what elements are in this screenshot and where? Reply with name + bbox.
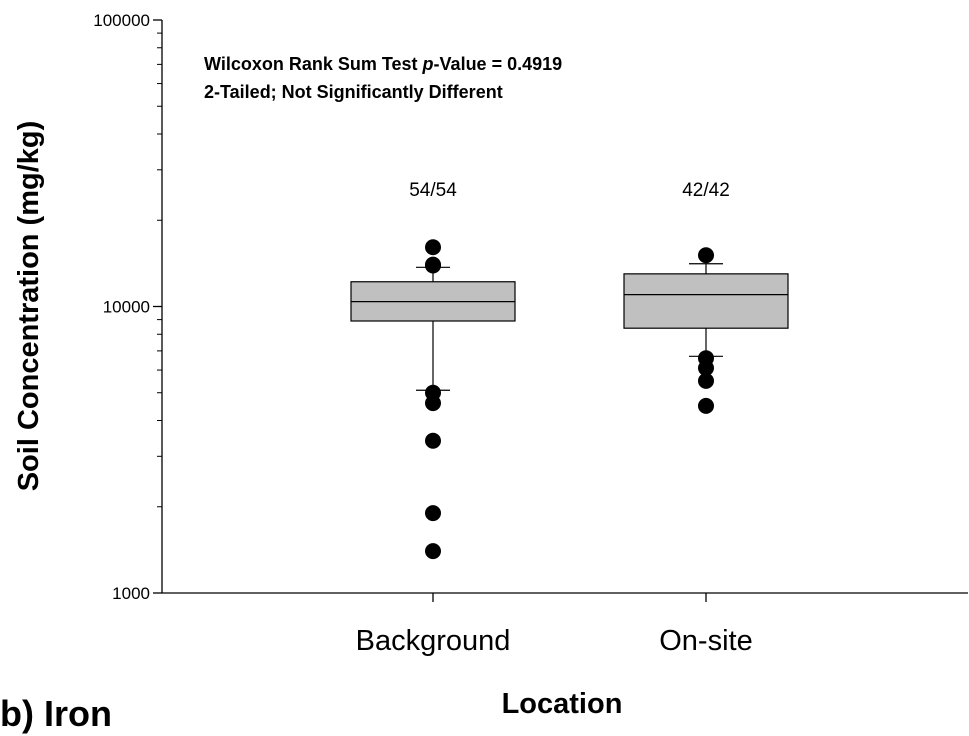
annotation-line-1: Wilcoxon Rank Sum Test p-Value = 0.4919	[204, 54, 562, 74]
box-background: 54/54	[350, 180, 516, 560]
box-on-site: 42/42	[623, 180, 789, 414]
outlier-point	[425, 505, 441, 522]
y-axis-ticks: 1000 10000 100000	[93, 11, 162, 603]
y-axis-title: Soil Concentration (mg/kg)	[13, 121, 45, 492]
axes	[161, 20, 968, 594]
y-tick-label: 100000	[93, 11, 150, 30]
boxes: 54/54 42/42	[350, 180, 789, 560]
detection-count-label: 54/54	[409, 180, 457, 201]
outlier-point	[698, 360, 714, 377]
outlier-point	[698, 372, 714, 389]
outlier-point	[425, 395, 441, 412]
outlier-point	[698, 247, 714, 264]
outlier-point	[425, 239, 441, 256]
outlier-point	[425, 543, 441, 560]
y-tick-label: 1000	[112, 584, 150, 603]
x-tick-label: Background	[356, 625, 511, 657]
x-tick-label: On-site	[659, 625, 752, 657]
x-axis-title: Location	[502, 688, 623, 720]
outlier-point	[425, 257, 441, 274]
panel-label: b) Iron	[0, 693, 112, 734]
outlier-point	[425, 432, 441, 449]
annotation-line-2: 2-Tailed; Not Significantly Different	[204, 82, 503, 102]
y-tick-label: 10000	[103, 298, 150, 317]
detection-count-label: 42/42	[682, 180, 730, 201]
outlier-point	[698, 397, 714, 414]
box-iqr	[623, 273, 789, 329]
x-axis-ticks: Background On-site	[356, 593, 753, 657]
